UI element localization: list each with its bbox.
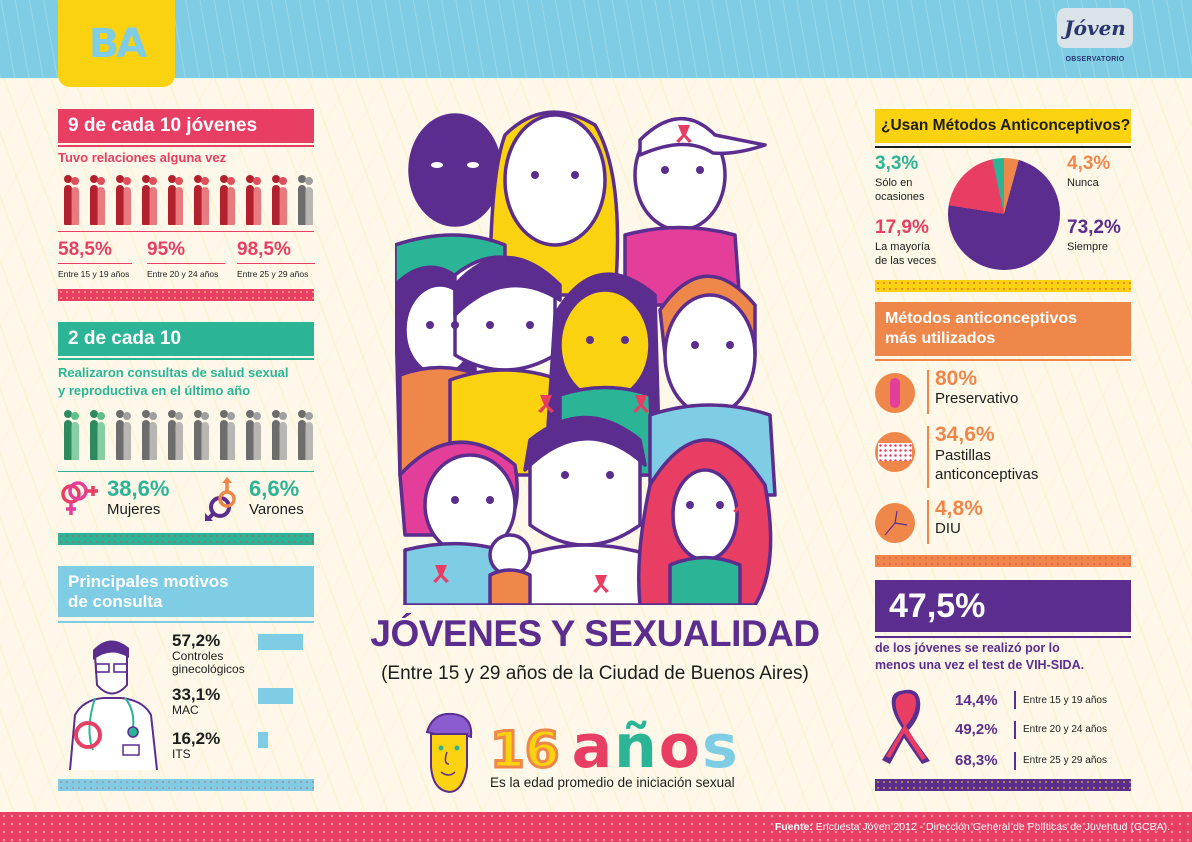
divider (58, 145, 314, 147)
reasons-title-bar: Principales motivos de consulta (58, 566, 314, 617)
source-label: Fuente: (774, 821, 813, 833)
hiv-row: 68,3% Entre 25 y 29 años (955, 751, 1107, 770)
method-item-iud: 4,8% DIU (875, 498, 1131, 546)
couple-icon-empty (214, 410, 240, 460)
condom-icon (875, 373, 915, 413)
men-stat: 6,6% Varones (249, 476, 304, 519)
age-caption: Es la edad promedio de iniciación sexual (490, 775, 735, 790)
hiv-headline-bar: 47,5% (875, 580, 1131, 632)
source-text: Encuesta Jóven 2012 - Dirección General … (812, 821, 1170, 833)
reason-bar (258, 634, 303, 650)
young-people-illustration (393, 95, 795, 607)
consults-subtitle: Realizaron consultas de salud sexual y r… (58, 365, 289, 398)
pill-pack-icon (875, 432, 915, 472)
divider (875, 636, 1131, 638)
divider (58, 231, 314, 232)
hiv-age-rows: 14,4% Entre 15 y 19 años 49,2% Entre 20 … (955, 686, 1135, 776)
method-item-pills: 34,6% Pastillas anticonceptivas (875, 424, 1131, 490)
slice-label-always: 73,2% Siempre (1067, 217, 1121, 254)
couple-icon-filled (188, 175, 214, 225)
hiv-bottom-strip (875, 779, 1131, 791)
divider (58, 621, 314, 623)
relations-stats: 58,5% Entre 15 y 19 años 95% Entre 20 y … (58, 239, 317, 289)
method-item-condom: 80% Preservativo (875, 368, 1131, 416)
consults-pictogram (58, 410, 318, 460)
footer-source: Fuente: Encuesta Jóven 2012 - Dirección … (0, 812, 1192, 842)
divider (875, 146, 1131, 148)
couple-icon-empty (266, 410, 292, 460)
reason-bar (258, 688, 293, 704)
women-stat: 38,6% Mujeres (107, 476, 170, 519)
divider (875, 359, 1131, 361)
relations-bottom-strip (58, 289, 314, 301)
methods-bottom-strip (875, 555, 1131, 567)
couple-icon-filled (84, 410, 110, 460)
couple-icon-empty (240, 410, 266, 460)
usage-pie-chart (937, 147, 1071, 281)
couple-icon-filled (58, 410, 84, 460)
boy-face-icon (423, 712, 475, 796)
main-title: JÓVENES Y SEXUALIDAD (370, 613, 820, 654)
usage-bottom-strip (875, 280, 1131, 292)
divider (58, 471, 314, 472)
couple-icon-filled (110, 175, 136, 225)
ba-logo: BA (58, 0, 175, 87)
reason-item: 57,2% Controles ginecológicos (172, 632, 317, 686)
male-symbols-icon (205, 477, 245, 522)
reasons-list: 57,2% Controles ginecológicos 33,1% MAC … (172, 632, 317, 774)
consults-bottom-strip (58, 533, 314, 545)
reasons-bottom-strip (58, 779, 314, 791)
couple-icon-filled (136, 175, 162, 225)
ba-logo-text: BA (88, 20, 147, 67)
iud-icon (875, 503, 915, 543)
observatorio-logo: Jóven OBSERVATORIO (1050, 8, 1140, 70)
consults-title: 2 de cada 10 (68, 328, 182, 349)
age-word: años (571, 712, 740, 782)
consults-title-bar: 2 de cada 10 (58, 322, 314, 356)
hiv-text: de los jóvenes se realizó por lo menos u… (875, 641, 1085, 672)
stat-25-29: 98,5% Entre 25 y 29 años (237, 239, 317, 279)
slice-label-most-times: 17,9% La mayoría de las veces (875, 217, 937, 268)
observatorio-caption: OBSERVATORIO (1065, 56, 1125, 63)
divider (58, 358, 314, 360)
usage-title: ¿Usan Métodos Anticonceptivos? (881, 117, 1131, 134)
awareness-ribbon-icon (878, 686, 936, 766)
age-graphic: 16 años (489, 712, 740, 782)
age-digits: 16 (489, 721, 562, 779)
usage-title-bar: ¿Usan Métodos Anticonceptivos? (875, 109, 1131, 143)
reason-bar (258, 732, 268, 748)
couple-icon-filled (162, 175, 188, 225)
reason-item: 33,1% MAC (172, 686, 317, 730)
couple-icon-empty (136, 410, 162, 460)
hiv-row: 49,2% Entre 20 y 24 años (955, 720, 1107, 739)
couple-icon-empty (188, 410, 214, 460)
relations-subtitle: Tuvo relaciones alguna vez (58, 150, 227, 165)
methods-title-bar: Métodos anticonceptivos más utilizados (875, 302, 1131, 356)
couple-icon-empty (292, 410, 318, 460)
reason-item: 16,2% ITS (172, 730, 317, 774)
stat-20-24: 95% Entre 20 y 24 años (147, 239, 229, 279)
stat-15-19: 58,5% Entre 15 y 19 años (58, 239, 138, 279)
main-subtitle: (Entre 15 y 29 años de la Ciudad de Buen… (381, 663, 809, 684)
couple-icon-filled (266, 175, 292, 225)
relations-title-bar: 9 de cada 10 jóvenes (58, 109, 314, 143)
couple-icon-filled (84, 175, 110, 225)
slice-label-occasional: 3,3% Sólo en ocasiones (875, 153, 925, 204)
slice-label-never: 4,3% Nunca (1067, 153, 1111, 190)
couple-icon-empty (162, 410, 188, 460)
hiv-row: 14,4% Entre 15 y 19 años (955, 691, 1107, 709)
couple-icon-filled (58, 175, 84, 225)
couple-icon-filled (214, 175, 240, 225)
couple-icon-empty (292, 175, 318, 225)
header-band (0, 0, 1192, 78)
relations-pictogram (58, 175, 318, 225)
hiv-headline: 47,5% (889, 586, 986, 625)
female-symbols-icon (58, 477, 102, 521)
couple-icon-empty (110, 410, 136, 460)
couple-icon-filled (240, 175, 266, 225)
relations-title: 9 de cada 10 jóvenes (68, 115, 258, 136)
joven-logo-mark: Jóven (1057, 8, 1133, 48)
doctor-illustration (65, 630, 165, 771)
